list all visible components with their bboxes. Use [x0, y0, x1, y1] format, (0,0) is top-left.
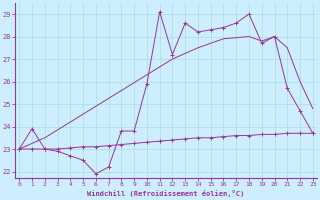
X-axis label: Windchill (Refroidissement éolien,°C): Windchill (Refroidissement éolien,°C): [87, 190, 245, 197]
